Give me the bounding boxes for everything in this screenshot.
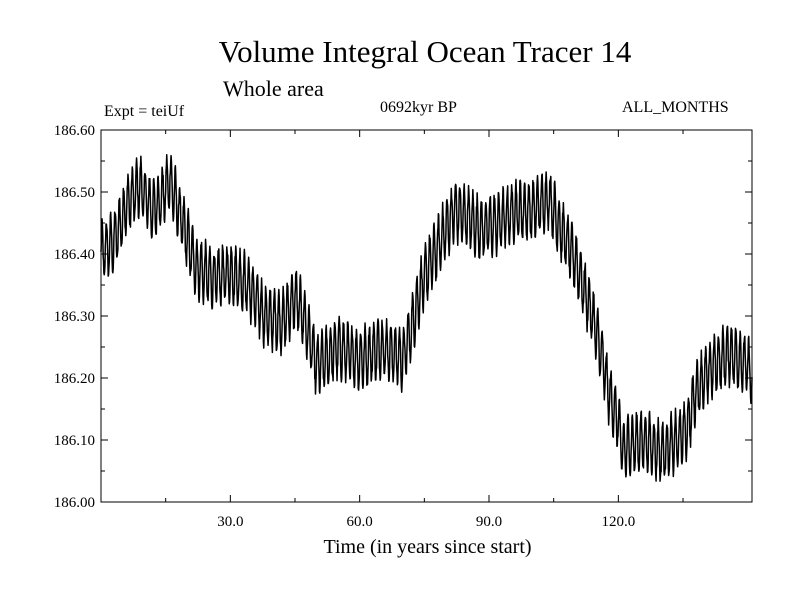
series-line [100, 153, 753, 482]
y-tick-label: 186.10 [54, 433, 95, 449]
y-tick-label: 186.20 [54, 371, 95, 387]
x-tick-label: 90.0 [476, 514, 502, 530]
period-label: 0692kyr BP [380, 99, 457, 116]
x-tick-label: 60.0 [347, 514, 373, 530]
x-tick-label: 30.0 [217, 514, 243, 530]
x-tick-label: 120.0 [601, 514, 635, 530]
y-tick-label: 186.30 [54, 309, 95, 325]
x-axis-label: Time (in years since start) [323, 536, 532, 558]
y-tick-label: 186.00 [54, 495, 95, 511]
months-label: ALL_MONTHS [622, 99, 729, 116]
chart-title: Volume Integral Ocean Tracer 14 [218, 34, 632, 69]
series-layer [100, 153, 753, 482]
y-tick-label: 186.40 [54, 247, 95, 263]
y-tick-label: 186.60 [54, 123, 95, 139]
ticks-layer: 186.00 186.10 186.20 186.30 186.40 186.50 186.… [54, 123, 752, 530]
chart-subtitle: Whole area [223, 76, 324, 101]
y-tick-label: 186.50 [54, 185, 95, 201]
experiment-label: Expt = teiUf [104, 103, 185, 120]
plot-frame [100, 129, 753, 503]
